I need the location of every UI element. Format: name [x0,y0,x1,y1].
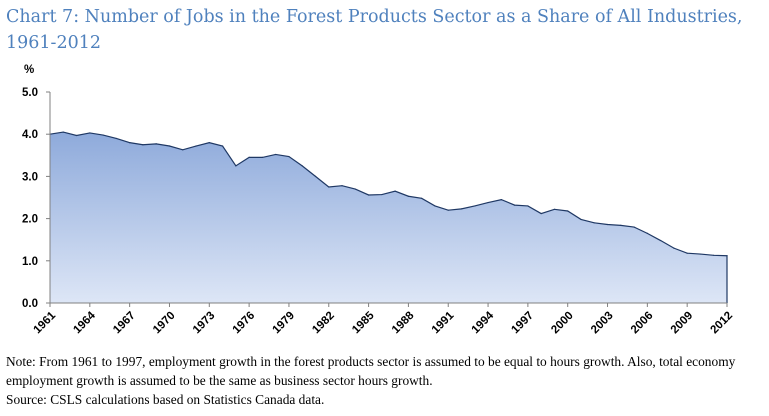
x-tick-label: 1976 [231,310,258,337]
x-tick-label: 1964 [71,309,98,336]
y-tick-label: 1.0 [22,256,38,268]
data-point-1994 [487,201,489,204]
data-point-2011 [713,254,715,256]
chart-title: Chart 7: Number of Jobs in the Forest Pr… [6,7,743,53]
chart-notes: Note: From 1961 to 1997, employment grow… [6,352,762,409]
data-point-1991 [447,209,449,211]
x-tick-label: 1961 [32,309,59,336]
data-point-1981 [314,175,317,177]
area-chart: % 0.0 1.0 2.0 3.0 4.0 5.0 1961 1964 1967 1970 197… [22,64,736,337]
x-tick-label: 1997 [509,310,536,337]
data-point-2007 [660,239,662,242]
data-point-1998 [540,212,542,215]
x-tick-label: 1991 [430,309,457,336]
data-point-1977 [261,156,263,159]
x-tick-label: 2006 [629,310,656,337]
data-point-1986 [381,193,383,196]
data-point-1999 [553,208,556,210]
data-point-1973 [208,142,210,144]
y-axis-unit-label: % [24,64,34,76]
data-point-1965 [102,134,104,136]
data-point-1975 [235,165,237,167]
data-point-1964 [89,132,91,134]
x-tick-label: 1982 [310,310,337,337]
data-point-2002 [593,222,595,224]
data-point-1995 [500,199,502,201]
data-point-2004 [620,224,622,226]
data-point-1969 [155,143,157,145]
data-point-1971 [182,149,184,151]
x-tick-label: 1988 [390,309,417,336]
data-point-1984 [354,188,356,190]
y-tick-label: 2.0 [22,214,38,226]
data-point-1978 [275,153,277,156]
y-tick-label: 4.0 [22,129,38,141]
y-tick-label: 3.0 [22,171,38,183]
data-point-2006 [646,232,648,234]
data-point-1987 [394,190,396,192]
data-point-1968 [142,144,144,146]
data-point-1967 [129,142,131,144]
x-tick-label: 2009 [669,310,696,337]
y-tick-label: 5.0 [22,87,38,99]
data-point-1970 [168,145,171,147]
data-point-1985 [367,194,370,196]
x-tick-label: 1979 [270,310,297,337]
data-point-1976 [248,156,250,159]
x-tick-label: 1967 [111,310,138,337]
data-point-2012 [726,255,728,257]
x-axis: 1961 1964 1967 1970 1973 1976 1979 1982 1985 1988… [32,302,736,337]
y-axis: 0.0 1.0 2.0 3.0 4.0 5.0 [22,87,51,310]
data-point-2009 [686,252,688,254]
x-tick-label: 1994 [470,309,497,336]
y-tick-label: 0.0 [22,298,38,310]
x-tick-label: 2012 [709,310,736,337]
data-point-2001 [580,218,582,221]
x-tick-label: 1973 [191,310,218,337]
data-point-1966 [115,137,117,140]
data-point-2008 [673,247,675,249]
data-point-1972 [195,145,197,147]
area-fill [50,132,727,303]
data-point-1979 [288,155,290,158]
data-point-2010 [699,253,702,255]
x-tick-label: 1985 [350,309,377,336]
data-point-1974 [221,145,224,147]
data-point-1963 [75,134,78,137]
x-tick-label: 1970 [151,310,178,337]
data-point-2005 [633,226,635,228]
data-point-2000 [567,210,569,212]
data-point-1980 [301,165,303,167]
data-point-1982 [328,186,330,188]
data-point-1989 [421,197,423,199]
data-point-1990 [434,205,436,207]
data-point-1996 [514,204,516,206]
data-point-1997 [527,205,529,207]
x-tick-label: 2000 [549,310,576,337]
data-point-1988 [407,195,410,197]
data-point-2003 [606,223,609,226]
data-point-1962 [62,131,64,133]
data-point-1993 [474,205,476,207]
note-text: Note: From 1961 to 1997, employment grow… [6,354,736,388]
data-point-1983 [341,185,343,187]
data-point-1992 [460,208,463,210]
source-text: Source: CSLS calculations based on Stati… [6,392,325,407]
x-tick-label: 2003 [589,310,616,337]
